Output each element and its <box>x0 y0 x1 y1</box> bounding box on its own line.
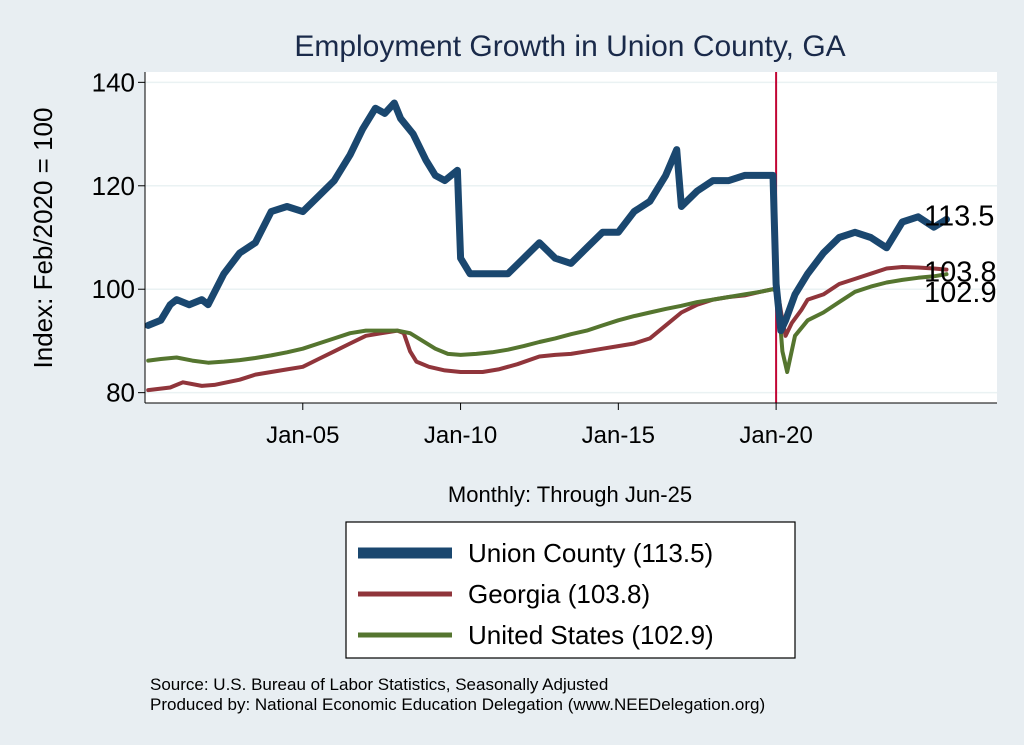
x-axis-title: Monthly: Through Jun-25 <box>448 482 692 507</box>
series-line-union-county <box>144 99 950 335</box>
plot-area <box>145 72 997 403</box>
y-axis-title: Index: Feb/2020 = 100 <box>28 108 58 369</box>
source-note: Source: U.S. Bureau of Labor Statistics,… <box>150 675 608 694</box>
y-tick-label-120: 120 <box>92 171 135 201</box>
x-tick-label-Jan-05: Jan-05 <box>266 422 339 449</box>
legend-label-union-county: Union County (113.5) <box>468 538 713 568</box>
end-label-georgia: 103.8 <box>924 257 997 289</box>
x-tick-label-Jan-15: Jan-15 <box>582 422 655 449</box>
legend-box <box>345 521 796 659</box>
series-lines <box>144 99 950 393</box>
end-label-union-county: 113.5 <box>924 200 994 232</box>
gridlines <box>145 81 997 394</box>
x-tick-label-Jan-10: Jan-10 <box>424 422 497 449</box>
y-axis-ticks: 80 100 120 140 <box>92 67 145 408</box>
chart-title: Employment Growth in Union County, GA <box>294 30 845 63</box>
series-line-united-states <box>146 272 949 374</box>
end-label-united-states: 102.9 <box>924 277 997 309</box>
legend-label-united-states: United States (102.9) <box>468 620 714 650</box>
legend: Union County (113.5) Georgia (103.8) Unite… <box>358 538 714 650</box>
y-tick-label-100: 100 <box>92 274 135 304</box>
y-tick-label-80: 80 <box>106 378 135 408</box>
series-line-georgia <box>146 265 949 393</box>
legend-label-georgia: Georgia (103.8) <box>468 579 650 609</box>
y-tick-label-140: 140 <box>92 67 135 97</box>
x-axis-ticks: Jan-05 Jan-10 Jan-15 Jan-20 <box>266 403 813 449</box>
x-tick-label-Jan-20: Jan-20 <box>739 422 812 449</box>
producer-note: Produced by: National Economic Education… <box>150 695 765 714</box>
